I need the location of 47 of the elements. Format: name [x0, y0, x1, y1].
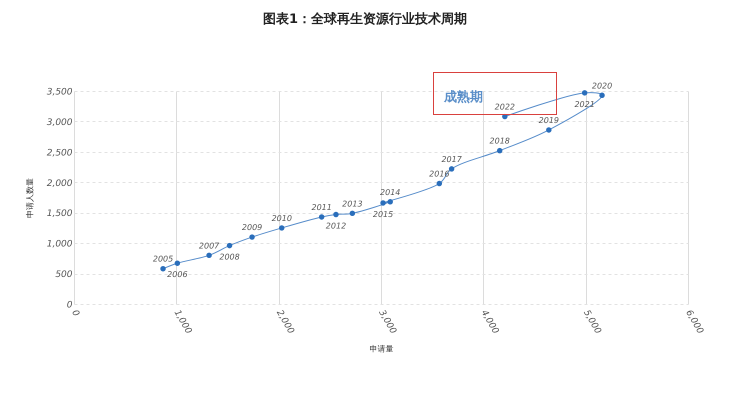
point: [160, 266, 166, 272]
annotation: 2015: [372, 210, 394, 219]
annotation: 2017: [441, 154, 463, 164]
annotation: 2009: [242, 223, 262, 232]
point: [448, 166, 454, 172]
annotation: 2019: [538, 116, 560, 125]
point: [387, 199, 393, 204]
annotation: 2022: [494, 102, 516, 112]
annotation: 2008: [219, 252, 240, 262]
y-tick-label: 2,000: [46, 178, 73, 189]
annotation: 2020: [592, 81, 612, 90]
annotation: 成熟期: [444, 89, 483, 106]
y-tick-label: 1,000: [46, 240, 73, 250]
y-tick-label: 3,000: [46, 118, 73, 128]
point: [333, 212, 339, 218]
point: [174, 260, 180, 266]
annotation: 2013: [342, 199, 363, 208]
y-tick-label: 1,500: [46, 209, 73, 220]
annotation: 2014: [380, 188, 400, 197]
y-tick-label: 2,500: [46, 148, 73, 158]
point: [546, 127, 552, 133]
annotation: 2018: [490, 136, 510, 146]
y-tick-label: 3,500: [46, 88, 73, 98]
annotation: 2012: [326, 222, 346, 231]
annotation: 2010: [272, 214, 292, 223]
point: [350, 210, 356, 216]
y-tick-label: 0: [66, 300, 73, 310]
x-tick-label: 0: [69, 308, 81, 319]
annotation: 2005: [152, 254, 174, 264]
y-axis-title: 申请人数量: [26, 178, 35, 218]
point: [249, 234, 255, 240]
point: [436, 180, 442, 186]
point: [226, 242, 232, 248]
point: [599, 92, 605, 98]
point: [496, 148, 502, 154]
point: [380, 200, 386, 206]
annotation: 2011: [311, 202, 332, 212]
annotation: 2006: [167, 270, 188, 280]
point: [318, 214, 324, 220]
chart-title: 图表1：全球再生资源行业技术周期: [262, 11, 468, 28]
annotation: 2007: [198, 241, 220, 250]
point: [582, 90, 588, 96]
y-tick-label: 500: [55, 270, 73, 280]
annotation: 2021: [574, 100, 595, 109]
point: [206, 252, 212, 258]
x-axis-title: 申请量: [370, 344, 394, 354]
point: [279, 225, 284, 231]
